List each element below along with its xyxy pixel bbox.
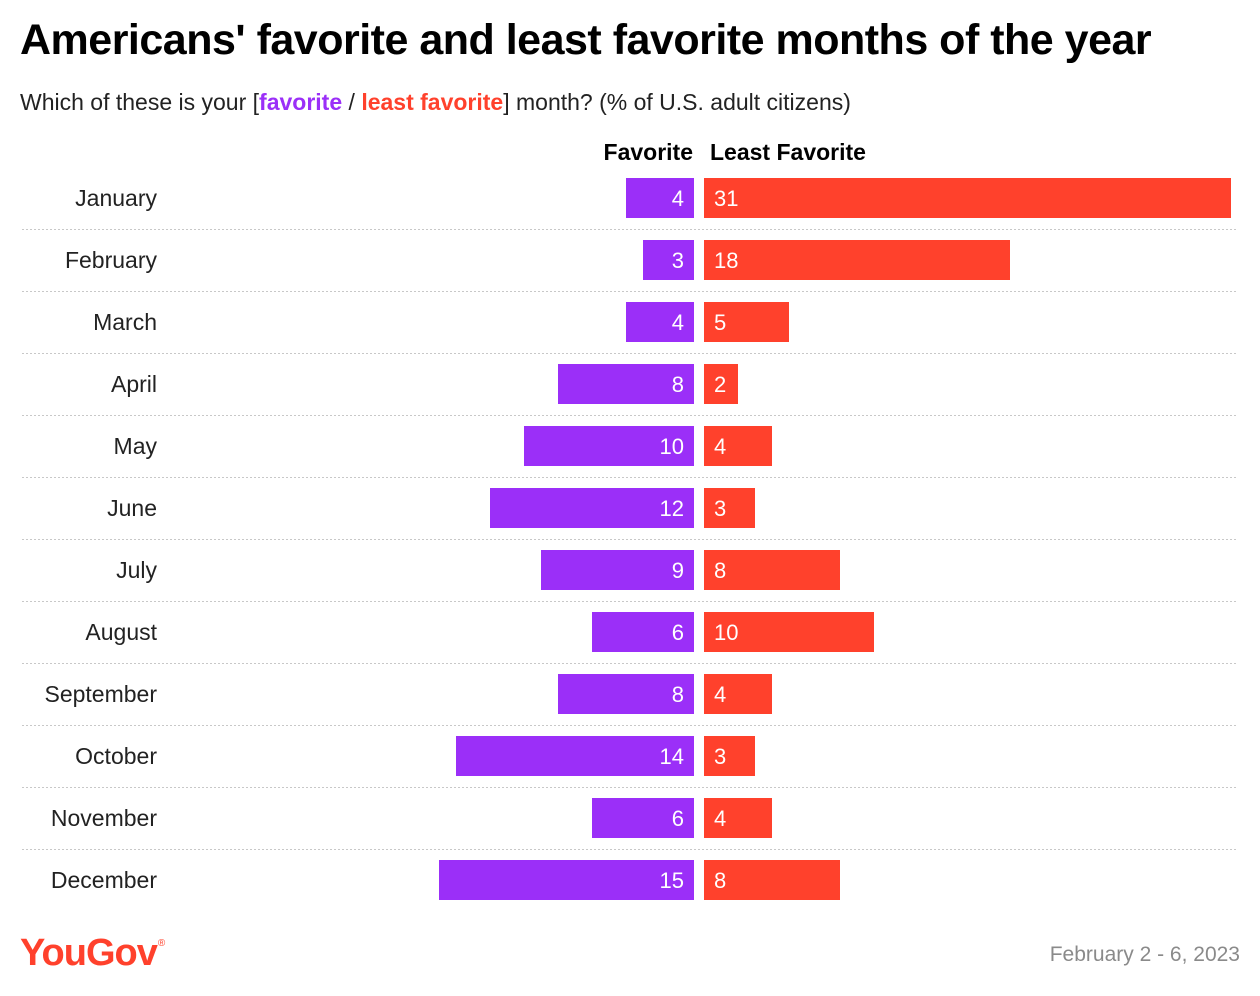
least-favorite-bar-july (704, 550, 840, 590)
favorite-value-june: 12 (660, 496, 684, 521)
registered-mark: ® (157, 938, 165, 949)
least-favorite-value-april: 2 (714, 372, 726, 397)
month-label-october: October (75, 743, 157, 769)
least-favorite-bar-september (704, 674, 772, 714)
chart-subtitle: Which of these is your [favorite / least… (20, 89, 851, 116)
yougov-logo[interactable]: YouGov® (20, 932, 165, 975)
month-label-april: April (111, 371, 157, 397)
favorite-bar-april (558, 364, 694, 404)
least-favorite-bar-march (704, 302, 789, 342)
month-label-august: August (85, 619, 157, 645)
least-favorite-bar-april (704, 364, 738, 404)
month-label-february: February (65, 247, 158, 273)
favorite-value-april: 8 (672, 372, 684, 397)
favorite-bar-june (490, 488, 694, 528)
survey-date: February 2 - 6, 2023 (1049, 943, 1240, 966)
subtitle-least-favorite: least favorite (361, 89, 504, 115)
least-favorite-value-may: 4 (714, 434, 726, 459)
least-favorite-bar-november (704, 798, 772, 838)
favorite-bar-february (643, 240, 694, 280)
least-favorite-bar-june (704, 488, 755, 528)
least-favorite-bar-august (704, 612, 874, 652)
favorite-value-november: 6 (672, 806, 684, 831)
month-label-september: September (44, 681, 157, 707)
least-favorite-value-august: 10 (714, 620, 738, 645)
month-label-december: December (51, 867, 157, 893)
favorite-value-august: 6 (672, 620, 684, 645)
least-favorite-value-october: 3 (714, 744, 726, 769)
least-favorite-value-february: 18 (714, 248, 738, 273)
least-favorite-bar-october (704, 736, 755, 776)
favorite-bar-december (439, 860, 694, 900)
month-label-november: November (51, 805, 157, 831)
favorite-bar-march (626, 302, 694, 342)
subtitle-prefix: Which of these is your [ (20, 89, 260, 115)
favorite-bar-may (524, 426, 694, 466)
month-label-june: June (107, 495, 157, 521)
month-label-march: March (93, 309, 157, 335)
least-favorite-value-september: 4 (714, 682, 726, 707)
favorite-bar-january (626, 178, 694, 218)
subtitle-favorite: favorite (259, 89, 343, 115)
favorite-column-header: Favorite (603, 139, 693, 165)
least-favorite-bar-february (704, 240, 1010, 280)
favorite-bar-october (456, 736, 694, 776)
least-favorite-value-july: 8 (714, 558, 726, 583)
least-favorite-bar-december (704, 860, 840, 900)
month-label-may: May (114, 433, 158, 459)
least-favorite-value-november: 4 (714, 806, 726, 831)
least-favorite-column-header: Least Favorite (710, 139, 866, 165)
favorite-value-october: 14 (660, 744, 684, 769)
favorite-value-may: 10 (660, 434, 684, 459)
favorite-value-july: 9 (672, 558, 684, 583)
favorite-value-march: 4 (672, 310, 684, 335)
month-label-july: July (116, 557, 157, 583)
least-favorite-value-january: 31 (714, 186, 738, 211)
least-favorite-bar-may (704, 426, 772, 466)
favorite-value-february: 3 (672, 248, 684, 273)
month-label-january: January (75, 185, 157, 211)
yougov-logo-text: YouGov (20, 932, 158, 974)
subtitle-separator: / (342, 89, 362, 115)
favorite-bar-september (558, 674, 694, 714)
least-favorite-value-december: 8 (714, 868, 726, 893)
least-favorite-value-march: 5 (714, 310, 726, 335)
least-favorite-bar-january (704, 178, 1231, 218)
favorite-bar-july (541, 550, 694, 590)
favorite-value-january: 4 (672, 186, 684, 211)
favorite-value-december: 15 (660, 868, 684, 893)
favorite-bar-august (592, 612, 694, 652)
least-favorite-value-june: 3 (714, 496, 726, 521)
favorite-value-september: 8 (672, 682, 684, 707)
chart-title: Americans' favorite and least favorite m… (20, 16, 1152, 64)
subtitle-suffix: ] month? (% of U.S. adult citizens) (503, 89, 851, 115)
favorite-bar-november (592, 798, 694, 838)
